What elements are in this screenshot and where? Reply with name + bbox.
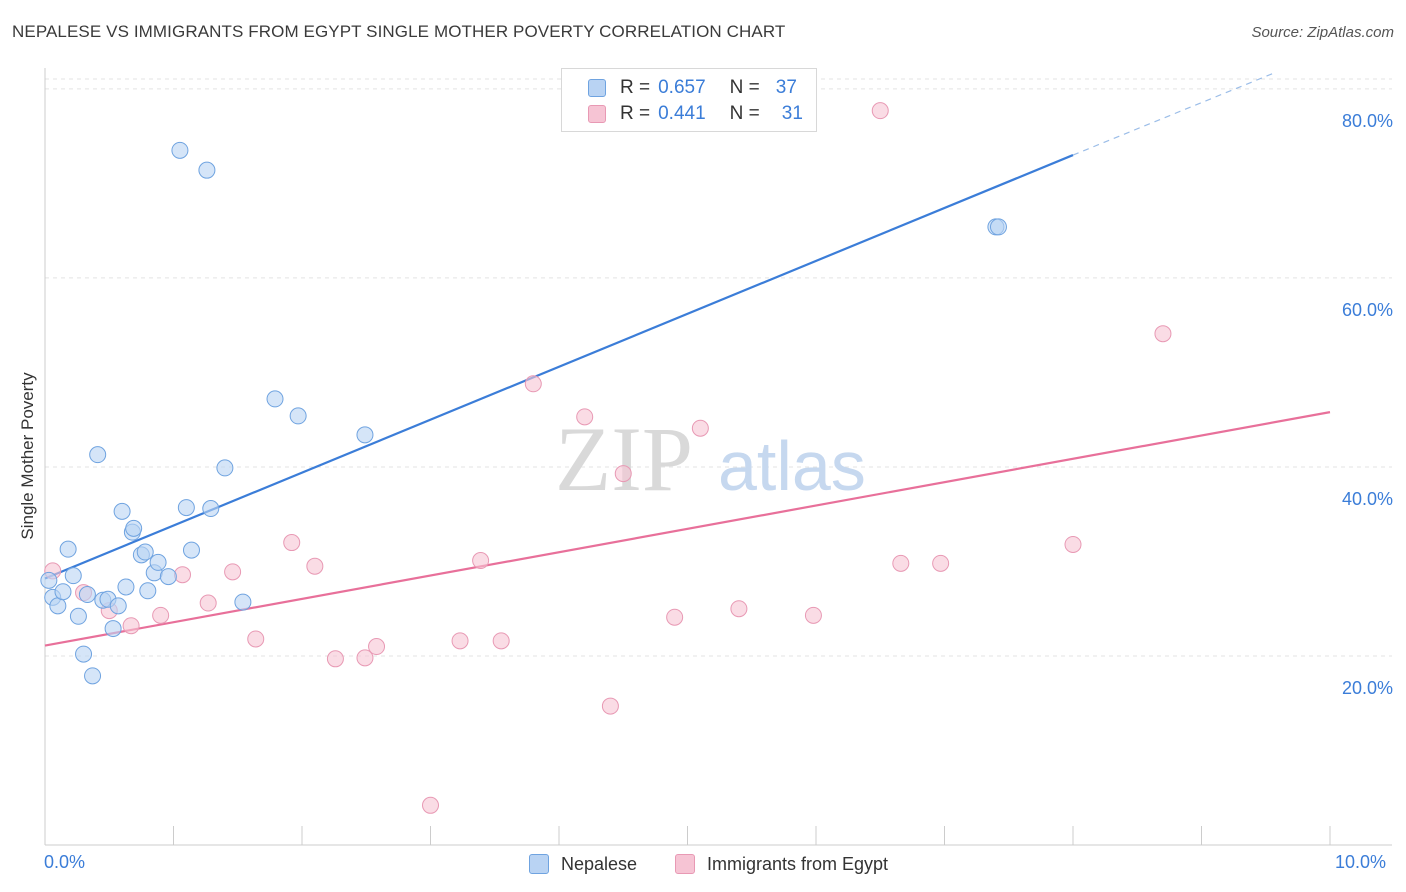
legend-r-value: 0.441 bbox=[658, 103, 706, 124]
point-egypt bbox=[601, 697, 619, 715]
legend-r-value: 0.657 bbox=[658, 77, 706, 98]
x-tick-label-max: 10.0% bbox=[1335, 852, 1387, 872]
point-nepalese bbox=[216, 459, 234, 477]
point-egypt bbox=[492, 632, 510, 650]
point-nepalese bbox=[40, 571, 58, 589]
legend-swatch-pink bbox=[675, 854, 695, 874]
point-nepalese bbox=[59, 540, 77, 558]
legend-swatch-pink bbox=[588, 105, 606, 123]
point-egypt bbox=[1064, 535, 1082, 553]
legend-r-label: R = bbox=[620, 103, 651, 124]
legend-n-label: N = bbox=[729, 77, 760, 98]
legend-label-egypt: Immigrants from Egypt bbox=[707, 853, 889, 874]
y-tick-label: 80.0% bbox=[1341, 110, 1393, 131]
correlation-legend: R = 0.657 N = 37 R = 0.441 N = 31 bbox=[561, 68, 817, 132]
point-nepalese bbox=[113, 502, 131, 520]
point-nepalese bbox=[109, 597, 127, 615]
point-nepalese bbox=[54, 583, 72, 601]
point-egypt bbox=[283, 534, 301, 552]
point-egypt bbox=[122, 617, 140, 635]
point-nepalese bbox=[104, 620, 122, 638]
legend-row-nepalese: R = 0.657 N = 37 bbox=[588, 76, 797, 100]
point-nepalese bbox=[149, 553, 167, 571]
point-egypt bbox=[152, 606, 170, 624]
legend-swatch-blue bbox=[529, 854, 549, 874]
point-nepalese bbox=[234, 593, 252, 611]
point-nepalese bbox=[84, 667, 102, 685]
point-egypt bbox=[1154, 325, 1172, 343]
point-nepalese bbox=[198, 161, 216, 179]
point-nepalese bbox=[289, 407, 307, 425]
watermark-zip: ZIP bbox=[555, 408, 693, 510]
y-tick-label: 40.0% bbox=[1341, 488, 1393, 509]
point-nepalese bbox=[49, 597, 67, 615]
x-tick-label-min: 0.0% bbox=[44, 852, 86, 872]
chart-title: NEPALESE VS IMMIGRANTS FROM EGYPT SINGLE… bbox=[12, 22, 786, 41]
bottom-legend-nepalese[interactable]: Nepalese bbox=[529, 852, 637, 876]
point-nepalese bbox=[117, 578, 135, 596]
point-egypt bbox=[691, 419, 709, 437]
point-nepalese bbox=[202, 500, 220, 518]
legend-r-label: R = bbox=[620, 77, 651, 98]
point-nepalese bbox=[171, 141, 189, 159]
point-egypt bbox=[804, 606, 822, 624]
point-nepalese bbox=[64, 567, 82, 585]
point-nepalese bbox=[139, 582, 157, 600]
point-nepalese bbox=[177, 499, 195, 517]
point-nepalese bbox=[89, 446, 107, 464]
point-egypt bbox=[730, 600, 748, 618]
point-egypt bbox=[173, 566, 191, 584]
point-egypt bbox=[306, 557, 324, 575]
source-label: Source: ZipAtlas.com bbox=[1251, 24, 1394, 41]
point-egypt bbox=[356, 649, 374, 667]
point-egypt bbox=[932, 554, 950, 572]
point-nepalese bbox=[182, 541, 200, 559]
point-egypt bbox=[422, 796, 439, 814]
point-nepalese bbox=[356, 426, 374, 444]
y-tick-label: 20.0% bbox=[1341, 677, 1393, 698]
legend-label-nepalese: Nepalese bbox=[561, 853, 638, 874]
trend-line-egypt bbox=[44, 411, 1331, 647]
point-egypt bbox=[472, 552, 490, 570]
point-nepalese bbox=[989, 218, 1007, 236]
point-egypt bbox=[451, 632, 469, 650]
y-tick-label: 60.0% bbox=[1341, 299, 1393, 320]
legend-row-egypt: R = 0.441 N = 31 bbox=[588, 102, 803, 126]
point-egypt bbox=[368, 638, 386, 656]
point-egypt bbox=[224, 563, 242, 581]
point-egypt bbox=[614, 465, 632, 483]
point-egypt bbox=[199, 594, 217, 612]
point-nepalese bbox=[159, 568, 177, 586]
point-egypt bbox=[326, 650, 344, 668]
point-egypt bbox=[247, 630, 265, 648]
axes bbox=[44, 68, 1392, 846]
trend-line-nepalese bbox=[44, 154, 1074, 580]
grid-lines bbox=[45, 78, 1392, 657]
trend-lines bbox=[44, 73, 1331, 647]
point-egypt bbox=[892, 554, 910, 572]
point-egypt bbox=[524, 375, 542, 393]
legend-n-label: N = bbox=[729, 103, 760, 124]
watermark-atlas: atlas bbox=[718, 427, 866, 505]
legend-n-value: 31 bbox=[781, 103, 803, 124]
watermark: ZIP atlas bbox=[555, 408, 866, 510]
point-nepalese bbox=[136, 543, 154, 561]
point-nepalese bbox=[125, 519, 143, 537]
trend-line-nepalese-extension bbox=[1072, 73, 1273, 156]
data-points bbox=[40, 102, 1172, 814]
point-nepalese bbox=[69, 607, 87, 625]
legend-swatch-blue bbox=[588, 79, 606, 97]
point-nepalese bbox=[78, 586, 96, 604]
y-axis-title: Single Mother Poverty bbox=[18, 372, 37, 540]
point-egypt bbox=[871, 102, 889, 120]
legend-n-value: 37 bbox=[775, 77, 797, 98]
point-nepalese bbox=[75, 645, 93, 663]
point-egypt bbox=[666, 608, 684, 626]
point-nepalese bbox=[266, 390, 284, 408]
bottom-legend-egypt[interactable]: Immigrants from Egypt bbox=[675, 852, 888, 876]
point-egypt bbox=[576, 408, 594, 426]
